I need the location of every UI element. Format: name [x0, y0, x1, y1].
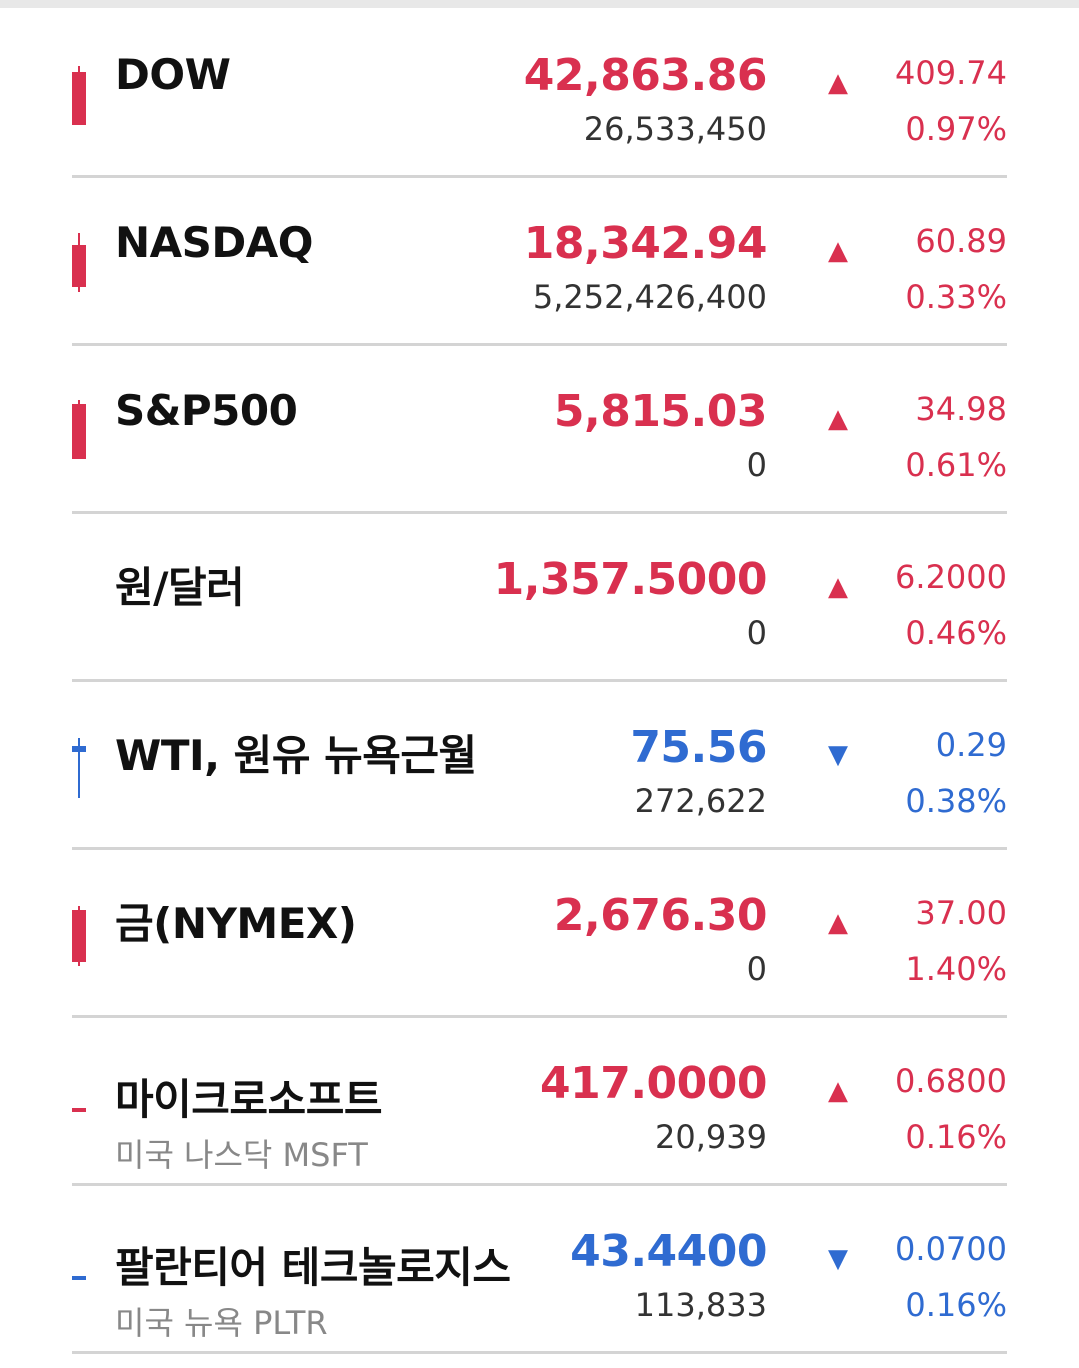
market-row[interactable]: DOW 42,863.86 26,533,450 ▲ 409.74 0.97% [0, 10, 1079, 178]
candle-wick [78, 738, 80, 798]
arrow-up-icon: ▲ [828, 236, 848, 266]
instrument-name: 금(NYMEX) [115, 899, 357, 948]
market-row[interactable]: 원/달러 1,357.5000 0 ▲ 6.2000 0.46% [0, 514, 1079, 682]
instrument-name: 원/달러 [115, 563, 245, 612]
divider [72, 343, 1007, 346]
candle-body [72, 1108, 86, 1112]
candle-body [72, 245, 86, 287]
volume: 26,533,450 [583, 110, 767, 148]
change: 0.29 [935, 726, 1007, 764]
change: 0.6800 [895, 1062, 1007, 1100]
arrow-up-icon: ▲ [828, 404, 848, 434]
market-row[interactable]: 마이크로소프트 미국 나스닥 MSFT 417.0000 20,939 ▲ 0.… [0, 1018, 1079, 1186]
arrow-up-icon: ▲ [828, 572, 848, 602]
instrument-name: S&P500 [115, 386, 298, 435]
top-edge [0, 0, 1079, 8]
change-percent: 0.46% [905, 614, 1007, 652]
market-row[interactable]: NASDAQ 18,342.94 5,252,426,400 ▲ 60.89 0… [0, 178, 1079, 346]
price: 42,863.86 [523, 50, 768, 101]
price: 75.56 [630, 722, 767, 773]
instrument-market: 미국 나스닥 MSFT [115, 1136, 368, 1174]
volume: 0 [746, 614, 767, 652]
price: 43.4400 [570, 1226, 767, 1277]
change-percent: 0.97% [905, 110, 1007, 148]
volume: 5,252,426,400 [532, 278, 767, 316]
divider [72, 679, 1007, 682]
change-percent: 1.40% [905, 950, 1007, 988]
change: 409.74 [895, 54, 1007, 92]
candle-icon [72, 682, 86, 850]
price: 2,676.30 [553, 890, 768, 941]
change: 6.2000 [895, 558, 1007, 596]
divider [72, 511, 1007, 514]
candle-icon [72, 346, 86, 514]
divider [72, 175, 1007, 178]
market-row[interactable]: S&P500 5,815.03 0 ▲ 34.98 0.61% [0, 346, 1079, 514]
arrow-up-icon: ▲ [828, 908, 848, 938]
instrument-market: 미국 뉴욕 PLTR [115, 1304, 328, 1342]
price: 18,342.94 [523, 218, 768, 269]
candle-icon [72, 850, 86, 1018]
arrow-up-icon: ▲ [828, 68, 848, 98]
volume: 113,833 [634, 1286, 767, 1324]
divider [72, 847, 1007, 850]
candle-icon [72, 178, 86, 346]
candle-icon [72, 1186, 86, 1354]
market-row[interactable]: 금(NYMEX) 2,676.30 0 ▲ 37.00 1.40% [0, 850, 1079, 1018]
change-percent: 0.16% [905, 1118, 1007, 1156]
instrument-name: 팔란티어 테크놀로지스 [115, 1243, 511, 1292]
price: 417.0000 [539, 1058, 768, 1109]
instrument-name: WTI, 원유 뉴욕근월 [115, 731, 477, 780]
volume: 20,939 [655, 1118, 767, 1156]
instrument-name: DOW [115, 50, 231, 99]
market-row[interactable]: 팔란티어 테크놀로지스 미국 뉴욕 PLTR 43.4400 113,833 ▼… [0, 1186, 1079, 1354]
divider [72, 1351, 1007, 1354]
candle-icon [72, 1018, 86, 1186]
instrument-name: 마이크로소프트 [115, 1075, 382, 1124]
change: 60.89 [915, 222, 1007, 260]
change: 0.0700 [895, 1230, 1007, 1268]
candle-icon [72, 10, 86, 178]
change: 34.98 [915, 390, 1007, 428]
candle-body [72, 746, 86, 752]
volume: 0 [746, 446, 767, 484]
market-row[interactable]: WTI, 원유 뉴욕근월 75.56 272,622 ▼ 0.29 0.38% [0, 682, 1079, 850]
price: 5,815.03 [553, 386, 768, 437]
change-percent: 0.16% [905, 1286, 1007, 1324]
arrow-down-icon: ▼ [828, 740, 848, 770]
change-percent: 0.61% [905, 446, 1007, 484]
change-percent: 0.33% [905, 278, 1007, 316]
instrument-name: NASDAQ [115, 218, 313, 267]
arrow-up-icon: ▲ [828, 1076, 848, 1106]
candle-body [72, 910, 86, 962]
change: 37.00 [915, 894, 1007, 932]
volume: 272,622 [634, 782, 767, 820]
candle-body [72, 72, 86, 125]
divider [72, 1183, 1007, 1186]
volume: 0 [746, 950, 767, 988]
arrow-down-icon: ▼ [828, 1244, 848, 1274]
change-percent: 0.38% [905, 782, 1007, 820]
candle-body [72, 1276, 86, 1280]
candle-body [72, 404, 86, 459]
divider [72, 1015, 1007, 1018]
price: 1,357.5000 [493, 554, 768, 605]
